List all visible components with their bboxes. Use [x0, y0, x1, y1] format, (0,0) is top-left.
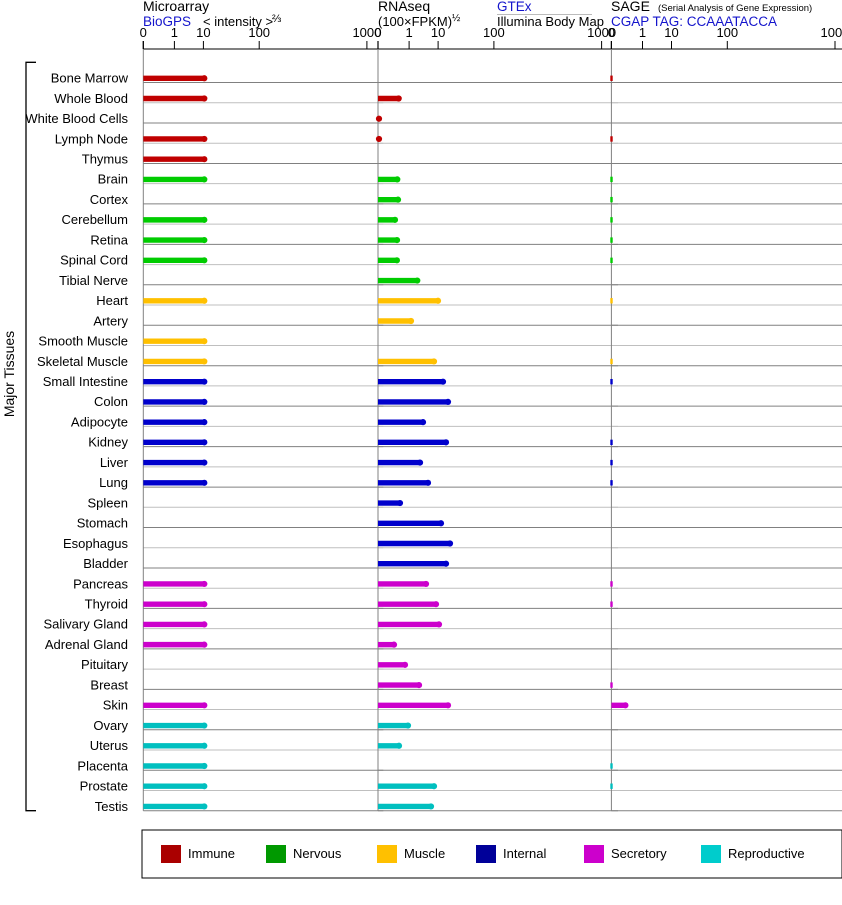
- svg-text:Small Intestine: Small Intestine: [43, 374, 128, 389]
- svg-text:Skin: Skin: [103, 698, 128, 713]
- svg-text:Pancreas: Pancreas: [73, 576, 128, 591]
- svg-text:Nervous: Nervous: [293, 846, 342, 861]
- svg-text:0: 0: [140, 25, 147, 40]
- svg-text:Prostate: Prostate: [80, 779, 128, 794]
- svg-text:Spinal Cord: Spinal Cord: [60, 253, 128, 268]
- svg-text:0: 0: [374, 25, 381, 40]
- svg-text:1000: 1000: [821, 25, 842, 40]
- svg-text:(Serial Analysis of Gene Expre: (Serial Analysis of Gene Expression): [658, 3, 812, 14]
- svg-text:Internal: Internal: [503, 846, 546, 861]
- svg-text:White Blood Cells: White Blood Cells: [25, 111, 128, 126]
- svg-text:Microarray: Microarray: [143, 0, 209, 14]
- svg-text:Ovary: Ovary: [93, 718, 128, 733]
- svg-text:Immune: Immune: [188, 846, 235, 861]
- svg-text:Uterus: Uterus: [90, 738, 129, 753]
- svg-text:Secretory: Secretory: [611, 846, 667, 861]
- svg-text:BioGPS: BioGPS: [143, 14, 191, 29]
- svg-text:Cortex: Cortex: [90, 192, 129, 207]
- svg-text:Bone Marrow: Bone Marrow: [51, 71, 129, 86]
- svg-text:⅔: ⅔: [272, 13, 281, 25]
- svg-text:Adipocyte: Adipocyte: [71, 414, 128, 429]
- svg-text:Whole Blood: Whole Blood: [54, 91, 128, 106]
- svg-text:CGAP TAG: CCAAATACCA: CGAP TAG: CCAAATACCA: [611, 14, 777, 29]
- svg-text:Stomach: Stomach: [77, 516, 128, 531]
- svg-text:Testis: Testis: [95, 799, 129, 814]
- svg-text:½: ½: [452, 13, 461, 24]
- svg-text:100: 100: [716, 25, 738, 40]
- svg-text:Major Tissues: Major Tissues: [1, 331, 17, 417]
- svg-text:1: 1: [171, 25, 178, 40]
- svg-text:Salivary Gland: Salivary Gland: [43, 617, 128, 632]
- svg-text:1: 1: [639, 25, 646, 40]
- svg-text:Muscle: Muscle: [404, 846, 445, 861]
- svg-text:Liver: Liver: [100, 455, 129, 470]
- svg-text:Kidney: Kidney: [88, 435, 128, 450]
- svg-text:100: 100: [248, 25, 270, 40]
- svg-text:Reproductive: Reproductive: [728, 846, 805, 861]
- svg-text:SAGE: SAGE: [611, 0, 650, 14]
- svg-text:Colon: Colon: [94, 394, 128, 409]
- svg-text:Thyroid: Thyroid: [85, 597, 128, 612]
- svg-text:RNAseq: RNAseq: [378, 0, 430, 14]
- svg-text:Placenta: Placenta: [77, 758, 128, 773]
- svg-text:Skeletal Muscle: Skeletal Muscle: [37, 354, 128, 369]
- svg-text:Breast: Breast: [90, 677, 128, 692]
- svg-text:Artery: Artery: [93, 313, 128, 328]
- svg-text:Spleen: Spleen: [88, 495, 128, 510]
- svg-text:Lung: Lung: [99, 475, 128, 490]
- svg-text:Pituitary: Pituitary: [81, 657, 128, 672]
- svg-text:Heart: Heart: [96, 293, 128, 308]
- svg-text:10: 10: [196, 25, 210, 40]
- svg-text:GTEx: GTEx: [497, 0, 532, 14]
- svg-text:0: 0: [608, 25, 615, 40]
- svg-text:Bladder: Bladder: [83, 556, 128, 571]
- svg-text:Retina: Retina: [90, 232, 128, 247]
- svg-text:10: 10: [664, 25, 678, 40]
- svg-text:Adrenal Gland: Adrenal Gland: [45, 637, 128, 652]
- svg-text:Tibial Nerve: Tibial Nerve: [59, 273, 128, 288]
- svg-text:10: 10: [431, 25, 445, 40]
- svg-text:Lymph Node: Lymph Node: [55, 131, 128, 146]
- svg-text:Thymus: Thymus: [82, 152, 129, 167]
- svg-text:Brain: Brain: [98, 172, 128, 187]
- svg-text:Esophagus: Esophagus: [63, 536, 129, 551]
- svg-text:1: 1: [405, 25, 412, 40]
- svg-text:Smooth Muscle: Smooth Muscle: [38, 334, 128, 349]
- svg-text:100: 100: [483, 25, 505, 40]
- svg-text:Cerebellum: Cerebellum: [62, 212, 128, 227]
